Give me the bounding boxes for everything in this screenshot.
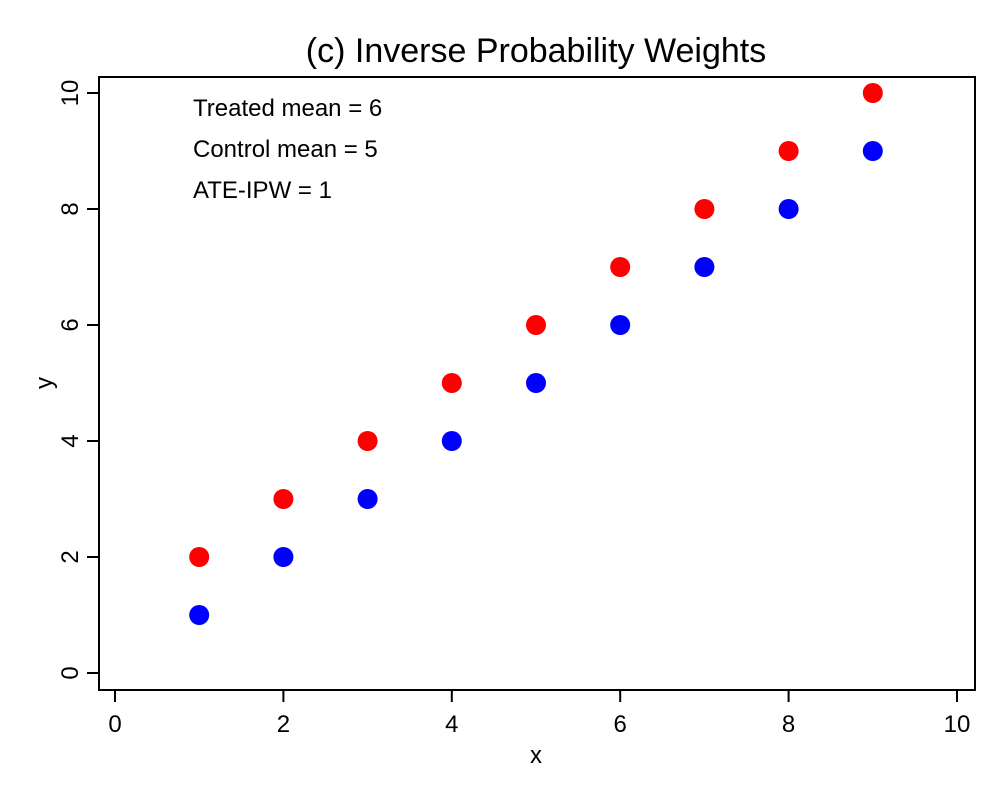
- y-axis-label: y: [31, 377, 58, 389]
- y-tick-label: 2: [57, 550, 84, 563]
- red-point: [189, 547, 210, 567]
- x-axis-label: x: [530, 742, 542, 769]
- blue-point: [441, 431, 462, 451]
- blue-point: [778, 199, 799, 219]
- x-tick-label: 2: [277, 711, 290, 738]
- y-tick-label: 10: [57, 80, 84, 107]
- blue-point: [610, 315, 631, 335]
- y-tick-label: 8: [57, 202, 84, 215]
- blue-point: [526, 373, 546, 393]
- y-axis: 0 2 4 6 8 10: [57, 80, 100, 680]
- annotation-ate-ipw: ATE-IPW = 1: [193, 177, 332, 204]
- blue-point: [189, 605, 210, 625]
- red-point: [694, 199, 715, 219]
- red-point: [441, 373, 462, 393]
- annotation-treated-mean: Treated mean = 6: [193, 95, 382, 122]
- x-tick-label: 4: [445, 711, 458, 738]
- red-point: [357, 431, 378, 451]
- blue-point: [694, 257, 715, 277]
- red-point: [610, 257, 631, 277]
- blue-point: [357, 489, 378, 509]
- x-tick-label: 8: [782, 711, 795, 738]
- x-tick-label: 0: [108, 711, 121, 738]
- x-axis: 0 2 4 6 8 10: [108, 689, 971, 738]
- y-tick-label: 0: [57, 666, 84, 679]
- annotations: Treated mean = 6 Control mean = 5 ATE-IP…: [193, 95, 382, 204]
- annotation-control-mean: Control mean = 5: [193, 136, 378, 163]
- y-tick-label: 4: [57, 434, 84, 447]
- chart-title: (c) Inverse Probability Weights: [306, 32, 766, 70]
- data-points: [189, 83, 883, 625]
- red-point: [778, 141, 799, 161]
- x-tick-label: 6: [614, 711, 627, 738]
- red-point: [526, 315, 546, 335]
- blue-point: [862, 141, 883, 161]
- y-tick-label: 6: [57, 318, 84, 331]
- red-point: [862, 83, 883, 103]
- x-tick-label: 10: [944, 711, 971, 738]
- red-point: [273, 489, 294, 509]
- blue-point: [273, 547, 294, 567]
